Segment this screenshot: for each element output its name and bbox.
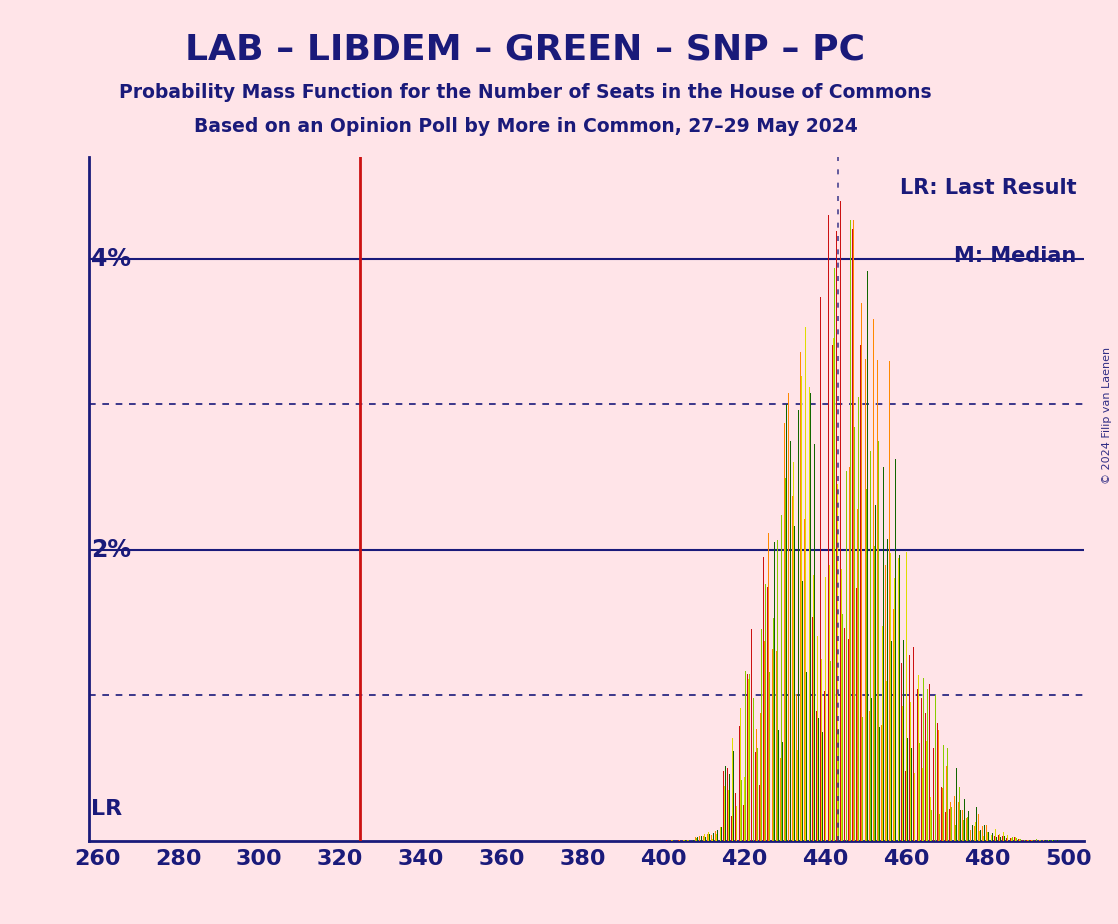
Text: © 2024 Filip van Laenen: © 2024 Filip van Laenen <box>1102 347 1112 484</box>
Text: LAB – LIBDEM – GREEN – SNP – PC: LAB – LIBDEM – GREEN – SNP – PC <box>186 32 865 67</box>
Text: 2%: 2% <box>92 538 132 562</box>
Text: Based on an Opinion Poll by More in Common, 27–29 May 2024: Based on an Opinion Poll by More in Comm… <box>193 117 858 137</box>
Text: M: Median: M: Median <box>954 246 1077 266</box>
Text: Probability Mass Function for the Number of Seats in the House of Commons: Probability Mass Function for the Number… <box>120 83 931 103</box>
Text: LR: Last Result: LR: Last Result <box>900 177 1077 198</box>
Text: 4%: 4% <box>92 247 132 271</box>
Text: LR: LR <box>92 799 123 819</box>
